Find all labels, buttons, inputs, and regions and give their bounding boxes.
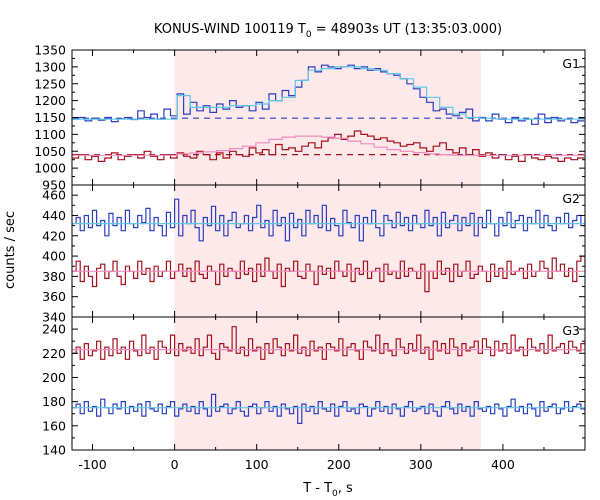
panel-frame	[71, 316, 586, 451]
panel-g1-series	[72, 64, 585, 162]
y-tick-label: 180	[42, 394, 66, 409]
x-tick-label: 100	[245, 457, 269, 472]
y-tick-label: 340	[42, 310, 66, 325]
y-tick-label: 1050	[34, 144, 66, 159]
series-blue-g2	[72, 198, 585, 242]
y-tick-label: 160	[42, 418, 66, 433]
highlight-band	[174, 50, 481, 450]
panel-label: G3	[562, 323, 580, 338]
series-red-g1	[72, 130, 585, 162]
y-tick-label: 1150	[34, 110, 66, 125]
x-tick-label: 400	[491, 457, 515, 472]
highlight-layer	[174, 50, 481, 450]
y-axis-label: counts / sec	[3, 211, 18, 289]
y-tick-label: 460	[42, 188, 66, 203]
y-tick-label: 1300	[34, 59, 66, 74]
y-tick-label: 200	[42, 370, 66, 385]
y-tick-label: 360	[42, 289, 66, 304]
y-tick-label: 400	[42, 249, 66, 264]
y-tick-label: 140	[42, 443, 66, 458]
x-tick-label: -100	[78, 457, 106, 472]
series-pink-g1	[72, 135, 585, 156]
chart-title: KONUS-WIND 100119 T0 = 48903s UT (13:35:…	[154, 22, 502, 40]
y-tick-label: 1000	[34, 161, 66, 176]
x-tick-label: 200	[327, 457, 351, 472]
y-tick-label: 1250	[34, 76, 66, 91]
panel-g3-series	[72, 326, 585, 424]
series-blue-g1	[72, 64, 585, 125]
text-layer: KONUS-WIND 100119 T0 = 48903s UT (13:35:…	[3, 22, 502, 499]
y-tick-label: 1350	[34, 43, 66, 58]
x-tick-label: 0	[171, 457, 179, 472]
y-tick-label: 1200	[34, 93, 66, 108]
x-tick-label: 300	[409, 457, 433, 472]
y-tick-label: 1100	[34, 127, 66, 142]
y-tick-label: 420	[42, 228, 66, 243]
x-axis-label: T - T0, s	[302, 481, 353, 499]
panel-label: G1	[562, 56, 580, 71]
panel-label: G2	[562, 191, 580, 206]
series-layer	[72, 64, 585, 424]
y-tick-label: 240	[42, 322, 66, 337]
y-tick-label: 380	[42, 269, 66, 284]
panel-g2-series	[72, 198, 585, 293]
axes-layer: 95010001050110011501200125013001350G1340…	[34, 43, 586, 472]
series-red-g2	[72, 255, 585, 293]
y-tick-label: 440	[42, 208, 66, 223]
series-cyan-g1	[72, 66, 585, 120]
y-tick-label: 950	[42, 178, 66, 193]
y-tick-label: 220	[42, 346, 66, 361]
